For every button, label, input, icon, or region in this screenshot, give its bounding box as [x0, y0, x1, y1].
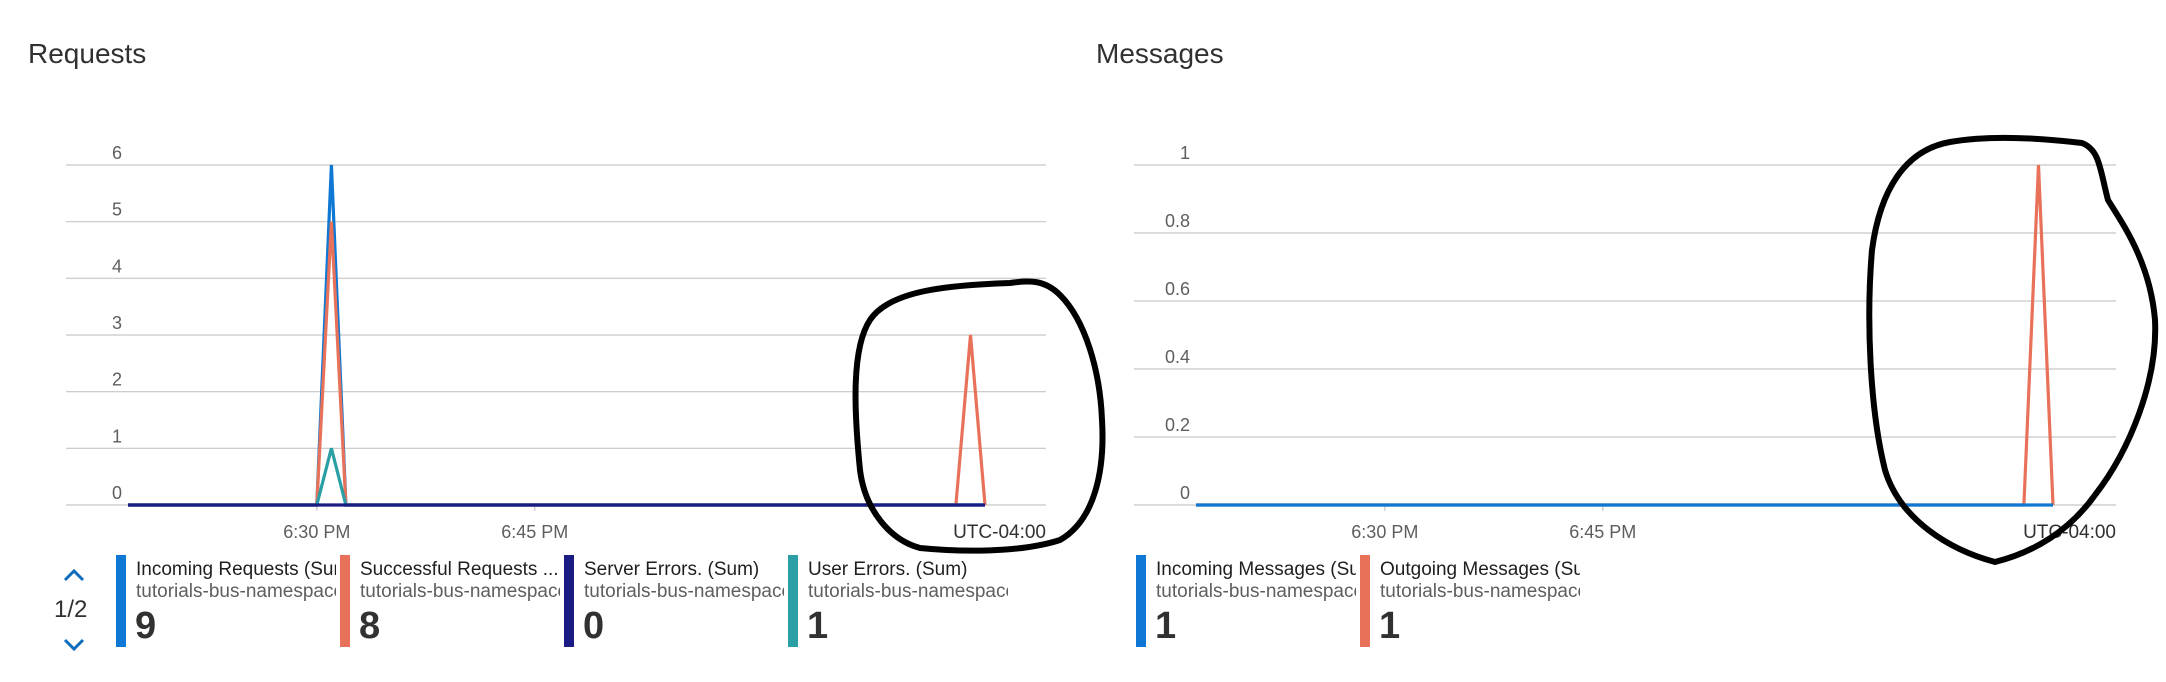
legend-series-name: Outgoing Messages (Sum) [1380, 559, 1580, 580]
y-tick-label: 0.6 [1165, 279, 1190, 299]
y-tick-label: 3 [112, 313, 122, 333]
series-color-swatch [1360, 555, 1370, 647]
y-tick-label: 1 [1180, 143, 1190, 163]
y-tick-label: 4 [112, 256, 122, 276]
legend-series-name: Incoming Messages (Sum) [1156, 559, 1356, 580]
legend-resource-name: tutorials-bus-namespace [808, 581, 1008, 602]
legend-value: 1 [807, 605, 829, 647]
legend-value: 8 [359, 605, 381, 647]
series-color-swatch [788, 555, 798, 647]
series-color-swatch [116, 555, 126, 647]
messages-chart-title: Messages [1096, 38, 1224, 69]
chevron-up-icon[interactable] [62, 565, 86, 585]
series-line-outgoing-messages-sum[interactable] [1196, 164, 2055, 507]
y-tick-label: 0.4 [1165, 347, 1190, 367]
legend-resource-name: tutorials-bus-namespace [1156, 581, 1356, 602]
legend-value: 9 [135, 605, 157, 647]
y-tick-label: 0 [1180, 483, 1190, 503]
legend-series-name: Successful Requests ... [360, 559, 559, 580]
legend-pager: 1/2 [50, 565, 98, 655]
y-tick-label: 2 [112, 370, 122, 390]
legend-resource-name: tutorials-bus-namespace [1380, 581, 1580, 602]
timezone-label: UTC-04:00 [2023, 522, 2116, 543]
legend-item-user-errors[interactable]: User Errors. (Sum) tutorials-bus-namespa… [788, 555, 1008, 647]
legend-value: 0 [583, 605, 605, 647]
legend-series-name: Incoming Requests (Sum) [136, 559, 336, 580]
series-color-swatch [564, 555, 574, 647]
chevron-down-icon[interactable] [62, 635, 86, 655]
x-tick-label: 6:45 PM [1569, 522, 1636, 542]
legend-value: 1 [1155, 605, 1177, 647]
series-color-swatch [340, 555, 350, 647]
legend-resource-name: tutorials-bus-namespace [360, 581, 560, 602]
y-tick-label: 1 [112, 426, 122, 446]
x-tick-label: 6:30 PM [1351, 522, 1418, 542]
legend-item-successful-requests[interactable]: Successful Requests ... tutorials-bus-na… [340, 555, 560, 647]
y-tick-label: 6 [112, 143, 122, 163]
legend-resource-name: tutorials-bus-namespace [136, 581, 336, 602]
legend-series-name: User Errors. (Sum) [808, 559, 968, 580]
legend-page-indicator: 1/2 [54, 596, 88, 623]
messages-chart: 0 0.2 0.4 0.6 0.8 1 6:30 PM 6:45 PM UTC-04:00 [1134, 143, 2116, 543]
legend-item-outgoing-messages[interactable]: Outgoing Messages (Sum) tutorials-bus-na… [1360, 555, 1580, 647]
legend-value: 1 [1379, 605, 1401, 647]
legend-item-incoming-requests[interactable]: Incoming Requests (Sum) tutorials-bus-na… [116, 555, 336, 647]
y-tick-label: 0 [112, 483, 122, 503]
legend-resource-name: tutorials-bus-namespace [584, 581, 784, 602]
legend-item-server-errors[interactable]: Server Errors. (Sum) tutorials-bus-names… [564, 555, 784, 647]
series-color-swatch [1136, 555, 1146, 647]
y-tick-label: 5 [112, 200, 122, 220]
legend-series-name: Server Errors. (Sum) [584, 559, 760, 580]
y-tick-label: 0.2 [1165, 415, 1190, 435]
y-tick-label: 0.8 [1165, 211, 1190, 231]
legend-item-incoming-messages[interactable]: Incoming Messages (Sum) tutorials-bus-na… [1136, 555, 1356, 647]
x-tick-label: 6:30 PM [283, 522, 350, 542]
x-tick-label: 6:45 PM [501, 522, 568, 542]
requests-chart-title: Requests [28, 38, 147, 69]
